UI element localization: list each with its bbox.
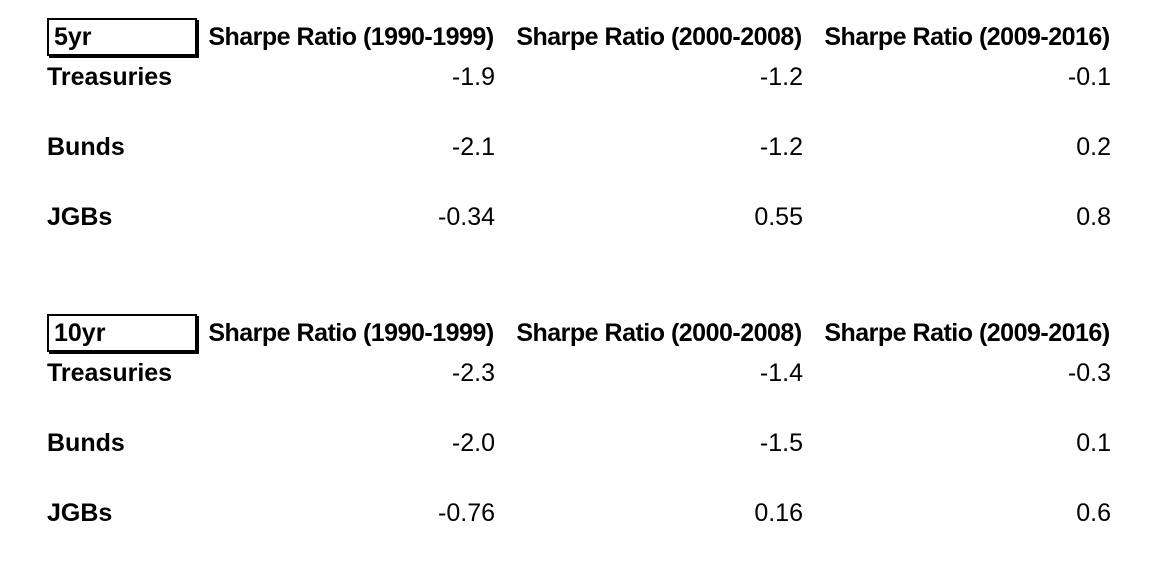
cell-value: 0.55 xyxy=(754,203,803,231)
table-row-bunds: Bunds -2.0 -1.5 0.1 xyxy=(47,422,1121,492)
column-header-2000-2008: Sharpe Ratio (2000-2008) xyxy=(516,23,802,51)
row-label-treasuries: Treasuries xyxy=(47,63,173,91)
column-header-1990-1999: Sharpe Ratio (1990-1999) xyxy=(208,319,494,347)
table-5yr-header-row: 5yr Sharpe Ratio (1990-1999) Sharpe Rati… xyxy=(47,18,1121,56)
cell-value: -2.1 xyxy=(451,133,495,161)
cell-value: -1.5 xyxy=(759,429,803,457)
table-row-bunds: Bunds -2.1 -1.2 0.2 xyxy=(47,126,1121,196)
maturity-label-cell: 5yr xyxy=(47,18,197,56)
table-row-treasuries: Treasuries -2.3 -1.4 -0.3 xyxy=(47,352,1121,422)
cell-value: -1.2 xyxy=(759,63,803,91)
column-header-1990-1999: Sharpe Ratio (1990-1999) xyxy=(208,23,494,51)
table-row-jgbs: JGBs -0.76 0.16 0.6 xyxy=(47,492,1121,562)
cell-value: -0.1 xyxy=(1067,63,1111,91)
cell-value: -1.9 xyxy=(451,63,495,91)
maturity-label-cell: 10yr xyxy=(47,314,197,352)
table-10yr: 10yr Sharpe Ratio (1990-1999) Sharpe Rat… xyxy=(47,314,1121,562)
cell-value: -2.3 xyxy=(451,359,495,387)
cell-value: -2.0 xyxy=(451,429,495,457)
cell-value: 0.8 xyxy=(1076,203,1111,231)
maturity-label-5yr: 5yr xyxy=(54,23,92,51)
cell-value: 0.1 xyxy=(1076,429,1111,457)
table-row-jgbs: JGBs -0.34 0.55 0.8 xyxy=(47,196,1121,266)
row-label-jgbs: JGBs xyxy=(47,499,113,527)
cell-value: 0.6 xyxy=(1076,499,1111,527)
column-header-2000-2008: Sharpe Ratio (2000-2008) xyxy=(516,319,802,347)
row-label-treasuries: Treasuries xyxy=(47,359,173,387)
maturity-label-box-10yr: 10yr xyxy=(47,314,197,352)
table-5yr: 5yr Sharpe Ratio (1990-1999) Sharpe Rati… xyxy=(47,18,1121,266)
cell-value: -0.34 xyxy=(438,203,495,231)
cell-value: 0.2 xyxy=(1076,133,1111,161)
table-10yr-header-row: 10yr Sharpe Ratio (1990-1999) Sharpe Rat… xyxy=(47,314,1121,352)
cell-value: 0.16 xyxy=(754,499,803,527)
row-label-bunds: Bunds xyxy=(47,429,125,457)
column-header-2009-2016: Sharpe Ratio (2009-2016) xyxy=(824,319,1110,347)
cell-value: -1.4 xyxy=(759,359,803,387)
cell-value: -1.2 xyxy=(759,133,803,161)
cell-value: -0.76 xyxy=(438,499,495,527)
table-row-treasuries: Treasuries -1.9 -1.2 -0.1 xyxy=(47,56,1121,126)
maturity-label-box-5yr: 5yr xyxy=(47,18,197,56)
column-header-2009-2016: Sharpe Ratio (2009-2016) xyxy=(824,23,1110,51)
row-label-bunds: Bunds xyxy=(47,133,125,161)
cell-value: -0.3 xyxy=(1067,359,1111,387)
row-label-jgbs: JGBs xyxy=(47,203,113,231)
maturity-label-10yr: 10yr xyxy=(54,319,106,347)
